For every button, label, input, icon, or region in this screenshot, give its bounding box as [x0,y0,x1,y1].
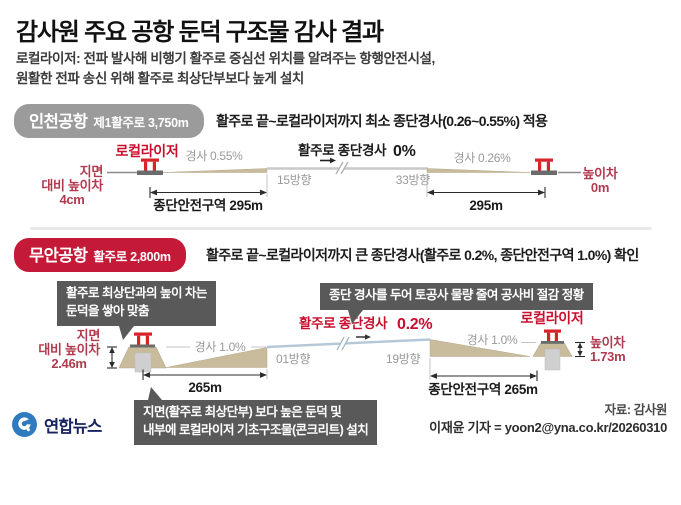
ground-label-2: 대비 높이차 [38,342,100,357]
callout-mound-line-1: 활주로 최상단과의 높이 차는 [66,286,207,300]
runway-break-mark [335,160,349,176]
direction-right-label: 33방향 [396,173,430,187]
runway-slope-value: 0.2% [397,316,432,333]
muan-cross-section-diagram: 지면 대비 높이차 2.46m 경사 1.0% 01방향 [38,310,625,397]
localizer-label: 로컬라이저 [521,310,584,326]
flow-arrow [320,157,336,164]
incheon-cross-section-diagram: 로컬라이저 지면 대비 높이차 4cm 경사 0.55% 활주로 종단경사 0%… [41,142,618,213]
height-right-label: 높이차 [583,166,618,181]
ground-height-value: 2.46m [51,356,86,371]
distance-left-label: 265m [188,380,222,395]
callout-pointer [348,309,363,324]
incheon-badge: 인천공항 제1활주로 3,750m [14,104,204,138]
callout-foundation-line-2: 내부에 로컬라이저 기초구조물(콘크리트) 설치 [143,422,369,437]
distance-right-label: 295m [469,198,503,213]
muan-headline: 활주로 끝~로컬라이저까지 큰 종단경사(활주로 0.2%, 종단안전구역 1.… [206,247,639,263]
localizer-label: 로컬라이저 [116,143,179,159]
muan-badge-spec: 활주로 2,800m [93,250,171,264]
callout-pointer [119,325,134,340]
callout-slope-line: 종단 경사를 두어 토공사 물량 줄여 공사비 절감 정황 [329,288,584,302]
callout-foundation-line-1: 지면(활주로 최상단부) 보다 높은 둔덕 및 [143,405,342,419]
slope-wedge-right [429,339,531,357]
height-right-value: 1.73m [590,349,625,364]
concrete-foundation-left [134,352,152,373]
slope-wedge-left [162,168,268,173]
page-title: 감사원 주요 공항 둔덕 구조물 감사 결과 [16,19,384,46]
runway-slope-value: 0% [393,143,416,160]
height-right-label: 높이차 [590,335,625,350]
yonhap-logo-icon [12,412,37,437]
muan-badge-name: 무안공항 [29,247,88,265]
ground-label-1: 지면 [77,328,100,343]
callout-slope-cost: 종단 경사를 두어 토공사 물량 줄여 공사비 절감 정황 [320,283,593,324]
localizer-icon-left [137,158,163,175]
height-right-value: 0m [591,180,609,195]
yonhap-logo: 연합뉴스 [12,412,102,437]
ground-label-1: 지면 [80,164,103,179]
subtitle-line-1: 로컬라이저: 전파 발사해 비행기 활주로 중심선 위치를 알려주는 항행안전시… [16,51,435,66]
callout-pointer [148,387,162,400]
slope-right-label: 경사 0.26% [453,151,511,165]
reporter-credit: 이재윤 기자 = yoon2@yna.co.kr/20260310 [429,420,667,435]
slope-wedge-right [426,168,531,173]
source-text: 자료: 감사원 [604,403,668,417]
callout-mound-height: 활주로 최상단과의 높이 차는 둔덕을 쌓아 맞춤 [57,281,216,340]
dimension-arrow-right [430,370,538,381]
localizer-icon-right [531,158,557,175]
dimension-arrow-left [142,369,267,380]
runway-slope-label: 활주로 종단경사 [299,315,388,331]
direction-right-label: 19방향 [386,352,420,366]
dimension-arrow-right [427,187,546,198]
flow-arrow [356,334,371,340]
slope-right-label: 경사 1.0% [467,333,518,347]
slope-wedge-left [165,347,268,368]
incheon-headline: 활주로 끝~로컬라이저까지 최소 종단경사(0.26~0.55%) 적용 [216,113,548,129]
ground-label-2: 대비 높이차 [41,178,103,193]
subtitle-line-2: 원활한 전파 송신 위해 활주로 최상단부보다 높게 설치 [16,71,304,86]
safety-zone-right-label: 종단안전구역 265m [428,381,538,397]
height-arrow-right [575,341,585,358]
ground-height-value: 4cm [59,192,84,207]
runway-line [266,338,431,349]
concrete-foundation-right [544,348,561,371]
height-arrow-left [107,346,117,369]
runway-slope-label: 활주로 종단경사 [298,142,387,158]
callout-foundation: 지면(활주로 최상단부) 보다 높은 둔덕 및 내부에 로컬라이저 기초구조물(… [134,387,378,445]
incheon-badge-name: 인천공항 [29,113,88,131]
localizer-icon-right [541,329,564,344]
direction-left-label: 01방향 [276,352,310,366]
safety-zone-left-label: 종단안전구역 295m [153,197,263,213]
direction-left-label: 15방향 [277,173,311,187]
runway-break-mark [336,334,350,353]
slope-left-label: 경사 1.0% [195,340,246,354]
yonhap-logo-text: 연합뉴스 [44,417,102,436]
slope-left-label: 경사 0.55% [185,149,243,163]
incheon-badge-spec: 제1활주로 3,750m [93,116,189,130]
localizer-icon-left [130,332,155,348]
dimension-arrow-left [149,187,267,198]
callout-mound-line-2: 둔덕을 쌓아 맞춤 [66,303,149,318]
muan-badge: 무안공항 활주로 2,800m [14,238,186,272]
section-divider [30,227,652,230]
